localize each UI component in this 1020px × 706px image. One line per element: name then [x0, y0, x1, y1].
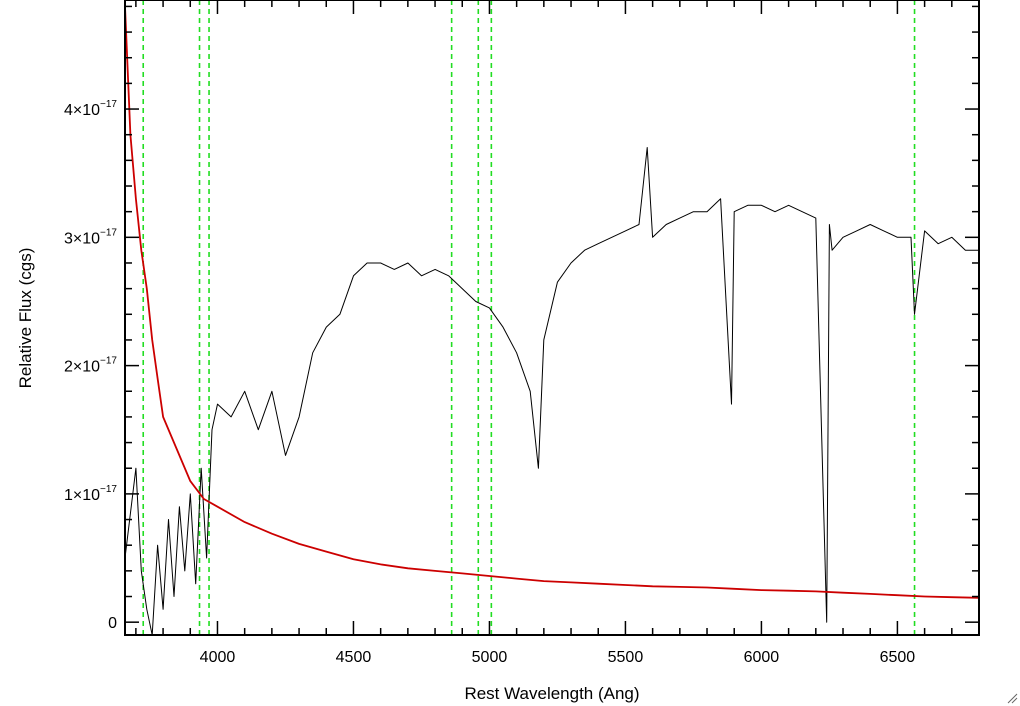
y-tick-label: 0	[108, 615, 117, 632]
x-axis-title: Rest Wavelength (Ang)	[464, 684, 639, 703]
x-tick-label: 4000	[200, 649, 236, 666]
spectrum-series	[124, 6, 980, 636]
spectrum-line-1	[124, 6, 980, 599]
x-tick-label: 5500	[608, 649, 644, 666]
plot-frame	[124, 0, 980, 636]
x-tick-label: 6500	[880, 649, 916, 666]
x-tick-label: 6000	[744, 649, 780, 666]
spectrum-line-0	[124, 147, 979, 636]
y-tick-label: 3×10−17	[64, 227, 117, 247]
x-tick-label: 5000	[472, 649, 508, 666]
y-tick-label: 1×10−17	[64, 484, 117, 504]
resize-grip-icon[interactable]	[1006, 692, 1018, 704]
emission-line-markers	[142, 0, 916, 635]
axis-tick-labels: 4000 4500 5000 5500 6000 6500 0 1×10−17 2×10−17 3…	[64, 99, 915, 666]
axis-ticks	[125, 0, 980, 635]
y-tick-label: 2×10−17	[64, 356, 117, 376]
y-tick-label: 4×10−17	[64, 99, 117, 119]
y-axis-title: Relative Flux (cgs)	[16, 248, 35, 389]
x-tick-label: 4500	[336, 649, 372, 666]
